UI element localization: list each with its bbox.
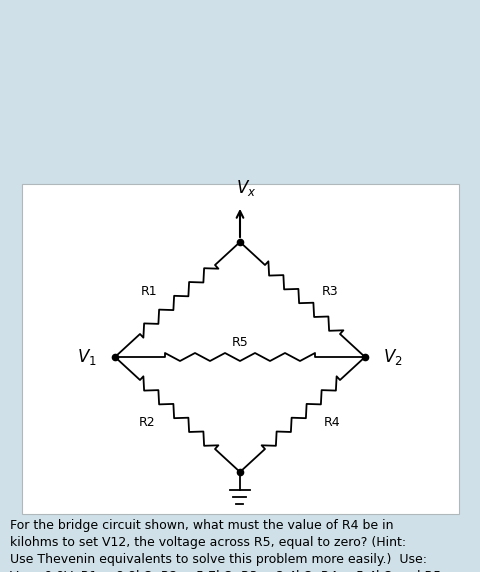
Text: R3: R3 [322,285,338,298]
Bar [22,184,458,514]
Text: Use Thevenin equivalents to solve this problem more easily.)  Use:: Use Thevenin equivalents to solve this p… [10,553,426,566]
Text: $V_x$: $V_x$ [235,178,256,198]
Text: $V_2$: $V_2$ [382,347,402,367]
Text: Vx = 9.9V, R1 = 8.8kΩ, R2 = 5.7kΩ, R3 = 2.4kΩ, R4 = 5.4kΩ and R5: Vx = 9.9V, R1 = 8.8kΩ, R2 = 5.7kΩ, R3 = … [10,570,440,572]
Text: R5: R5 [231,336,248,349]
Text: R1: R1 [141,285,157,298]
Text: R2: R2 [139,416,156,429]
Text: For the bridge circuit shown, what must the value of R4 be in: For the bridge circuit shown, what must … [10,519,393,532]
Text: $V_1$: $V_1$ [77,347,97,367]
Text: kilohms to set V12, the voltage across R5, equal to zero? (Hint:: kilohms to set V12, the voltage across R… [10,536,405,549]
Text: R4: R4 [324,416,340,429]
